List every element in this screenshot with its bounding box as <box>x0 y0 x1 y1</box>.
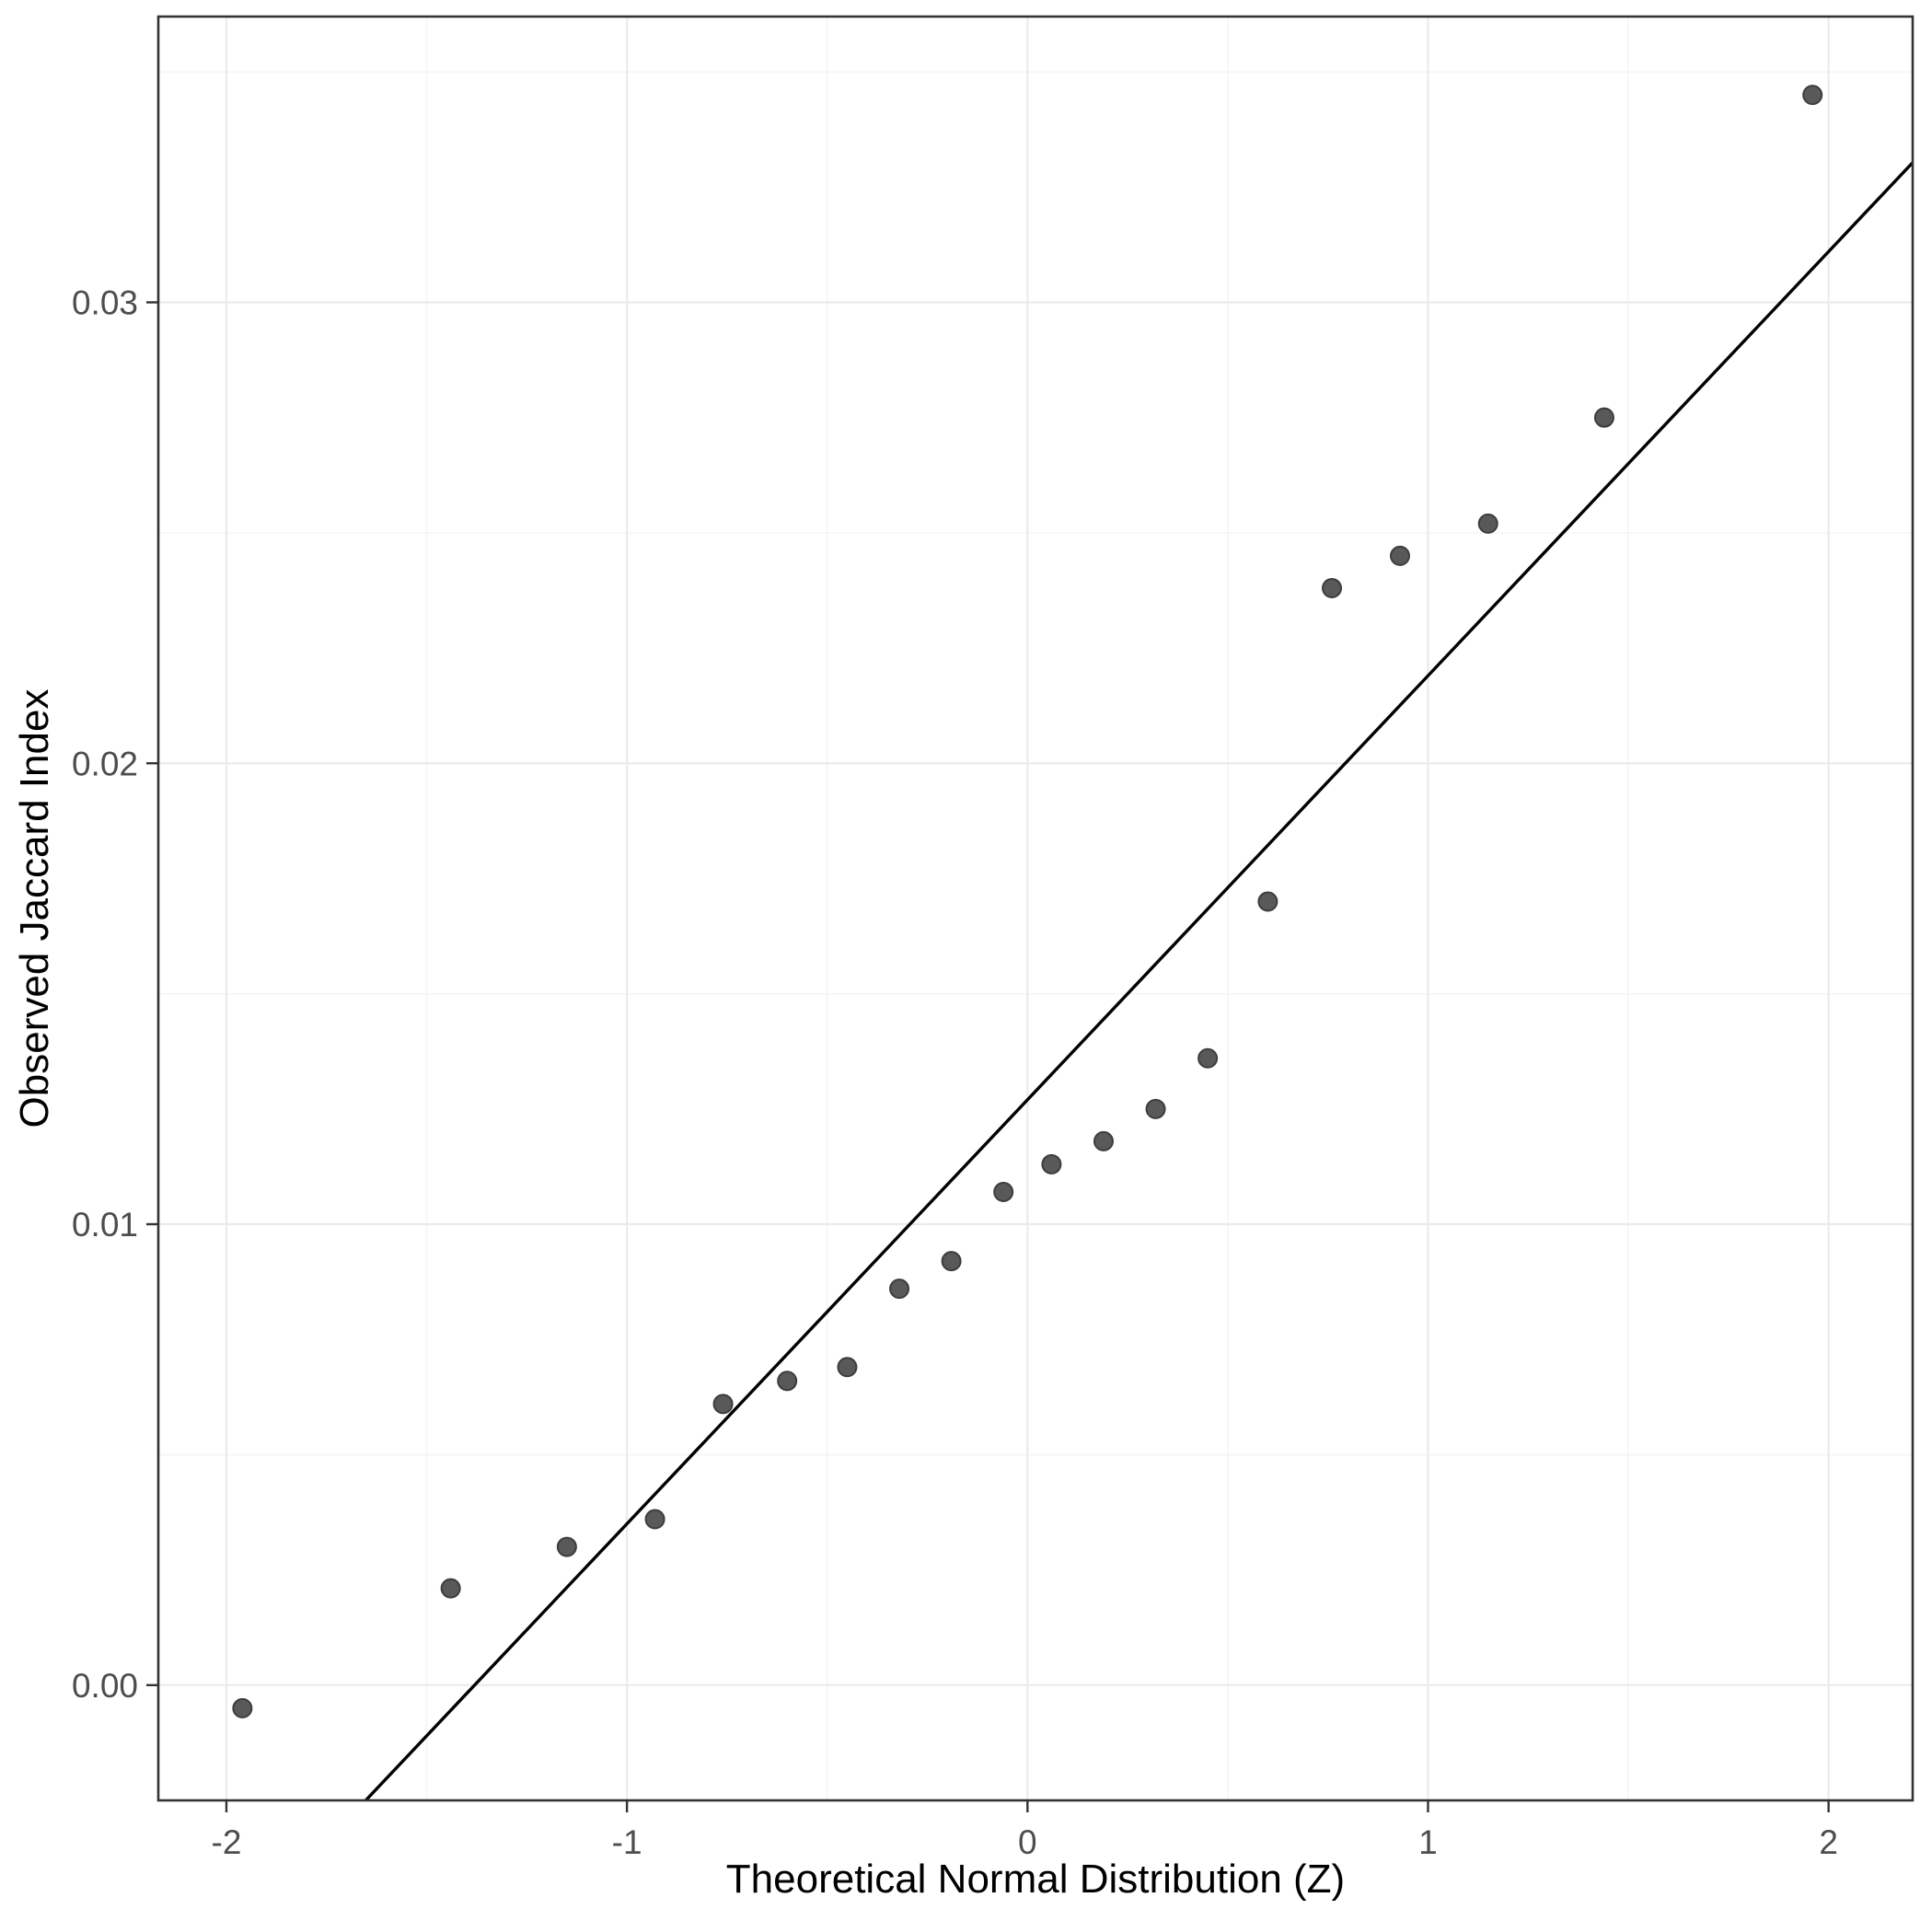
x-axis-title: Theoretical Normal Distribution (Z) <box>726 1857 1345 1902</box>
x-tick-label: -2 <box>212 1823 242 1861</box>
data-point <box>777 1371 798 1392</box>
data-point <box>1093 1130 1114 1151</box>
data-point <box>1802 85 1823 106</box>
data-point <box>941 1251 962 1272</box>
data-point <box>1322 577 1343 598</box>
x-tick-label: 0 <box>1018 1823 1037 1861</box>
data-point <box>556 1536 577 1557</box>
data-point <box>1477 513 1498 534</box>
data-point <box>440 1578 461 1599</box>
data-point <box>1257 891 1278 912</box>
data-point <box>1041 1153 1062 1174</box>
x-axis-tick-labels: -2 -1 0 1 2 <box>212 1823 1838 1861</box>
y-tick-label: 0.03 <box>72 283 138 321</box>
y-axis-title: Observed Jaccard Index <box>12 689 57 1128</box>
data-point <box>1389 545 1410 566</box>
y-tick-label: 0.01 <box>72 1206 138 1244</box>
data-point <box>712 1394 734 1415</box>
qq-reference-line <box>363 161 1913 1800</box>
data-point <box>993 1181 1014 1202</box>
data-point <box>1593 407 1614 428</box>
data-point <box>1145 1098 1166 1119</box>
data-point <box>1197 1047 1219 1069</box>
gridlines-minor <box>158 17 1913 1800</box>
data-point <box>644 1509 665 1530</box>
panel-border <box>156 15 1915 1802</box>
y-tick-label: 0.00 <box>72 1667 138 1705</box>
x-tick-label: 2 <box>1819 1823 1838 1861</box>
data-point <box>889 1278 910 1300</box>
data-point <box>837 1357 858 1378</box>
y-axis-tick-labels: 0.00 0.01 0.02 0.03 <box>72 283 138 1704</box>
data-points <box>232 85 1823 1718</box>
y-tick-label: 0.02 <box>72 745 138 782</box>
x-tick-label: -1 <box>612 1823 642 1861</box>
axis-tick-marks <box>146 301 1830 1812</box>
gridlines-major <box>158 17 1913 1800</box>
data-point <box>232 1697 253 1718</box>
reference-line <box>363 161 1913 1800</box>
x-tick-label: 1 <box>1418 1823 1438 1861</box>
